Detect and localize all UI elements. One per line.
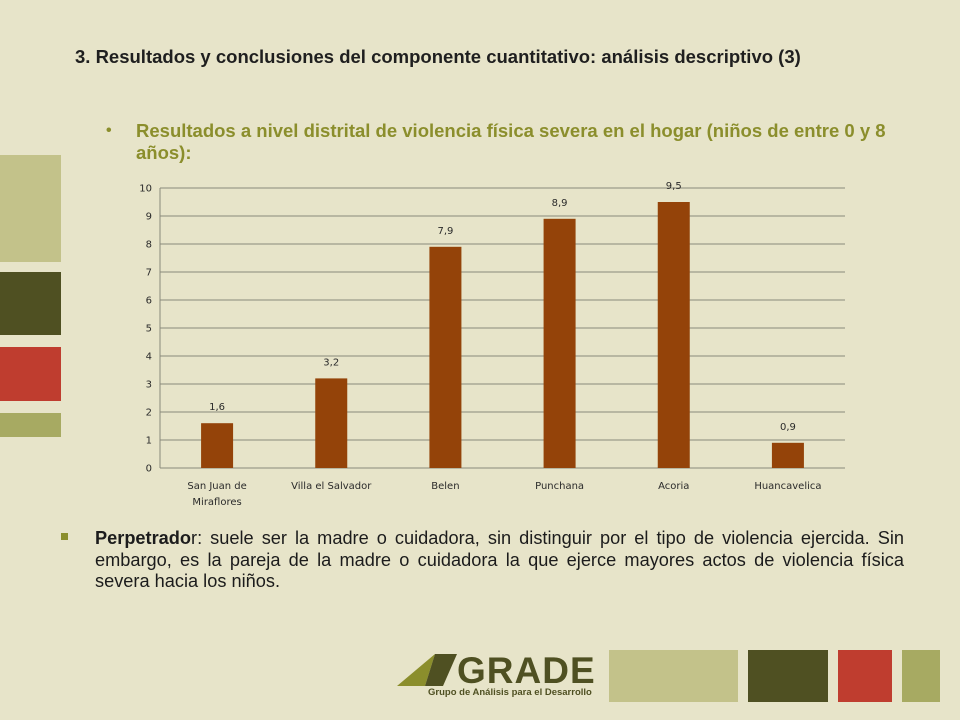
- grade-logo: GRADE Grupo de Análisis para el Desarrol…: [395, 650, 600, 702]
- y-tick-label: 6: [146, 296, 152, 307]
- y-tick-label: 7: [146, 268, 152, 279]
- x-tick-label: Huancavelica: [754, 481, 821, 492]
- square-bullet-icon: [61, 533, 68, 540]
- x-tick-label: Acoria: [658, 481, 689, 492]
- logo-subtitle: Grupo de Análisis para el Desarrollo: [428, 687, 592, 698]
- decor-block-olive: [0, 413, 61, 437]
- footer-block-olive: [902, 650, 940, 702]
- x-tick-label: Villa el Salvador: [291, 481, 372, 492]
- grade-logo-icon: [397, 654, 457, 686]
- bullet-perpetrador: Perpetrador: suele ser la madre o cuidad…: [58, 528, 904, 593]
- decor-block-dark: [0, 272, 61, 335]
- y-tick-label: 9: [146, 212, 152, 223]
- logo-name: GRADE: [457, 650, 596, 691]
- footer-block-dark: [748, 650, 828, 702]
- bar: [543, 218, 576, 468]
- perpetrador-text: r: suele ser la madre o cuidadora, sin d…: [95, 528, 904, 591]
- y-tick-label: 4: [146, 352, 152, 363]
- decor-block-light: [0, 155, 61, 262]
- bar: [657, 202, 690, 468]
- data-label: 9,5: [666, 181, 682, 192]
- bar: [315, 378, 348, 468]
- bar: [771, 442, 804, 468]
- data-label: 8,9: [552, 198, 568, 209]
- y-tick-label: 3: [146, 380, 152, 391]
- decor-block-red: [0, 347, 61, 401]
- bullet-results: • Resultados a nivel distrital de violen…: [106, 120, 906, 164]
- y-tick-label: 1: [146, 436, 152, 447]
- bullet-dot: •: [106, 122, 112, 139]
- slide-title: 3. Resultados y conclusiones del compone…: [75, 46, 801, 67]
- y-tick-label: 5: [146, 324, 152, 335]
- y-tick-label: 10: [139, 184, 152, 195]
- data-label: 7,9: [437, 226, 453, 237]
- bullet-results-text: Resultados a nivel distrital de violenci…: [136, 120, 886, 163]
- perpetrador-label: Perpetrado: [95, 528, 192, 548]
- footer-block-red: [838, 650, 892, 702]
- perpetrador-paragraph: Perpetrador: suele ser la madre o cuidad…: [95, 528, 904, 593]
- bar: [201, 423, 234, 468]
- footer-block-light: [609, 650, 738, 702]
- data-label: 3,2: [323, 357, 339, 368]
- data-label: 1,6: [209, 402, 225, 413]
- bar-chart: 0 1 2 3 4 5 6 7 8 9 10 1,6 San Juan de Miraflores 3,2 V…: [125, 175, 865, 515]
- bar-chart-svg: 0 1 2 3 4 5 6 7 8 9 10 1,6 San Juan de Miraflores 3,2 V…: [139, 181, 845, 508]
- x-tick-label: Belen: [431, 481, 459, 492]
- y-tick-label: 8: [146, 240, 152, 251]
- bar: [429, 246, 462, 468]
- y-tick-label: 0: [146, 464, 152, 475]
- y-tick-label: 2: [146, 408, 152, 419]
- x-tick-label: Miraflores: [192, 497, 241, 508]
- x-tick-label: San Juan de: [187, 481, 246, 492]
- data-label: 0,9: [780, 422, 796, 433]
- x-tick-label: Punchana: [535, 481, 584, 492]
